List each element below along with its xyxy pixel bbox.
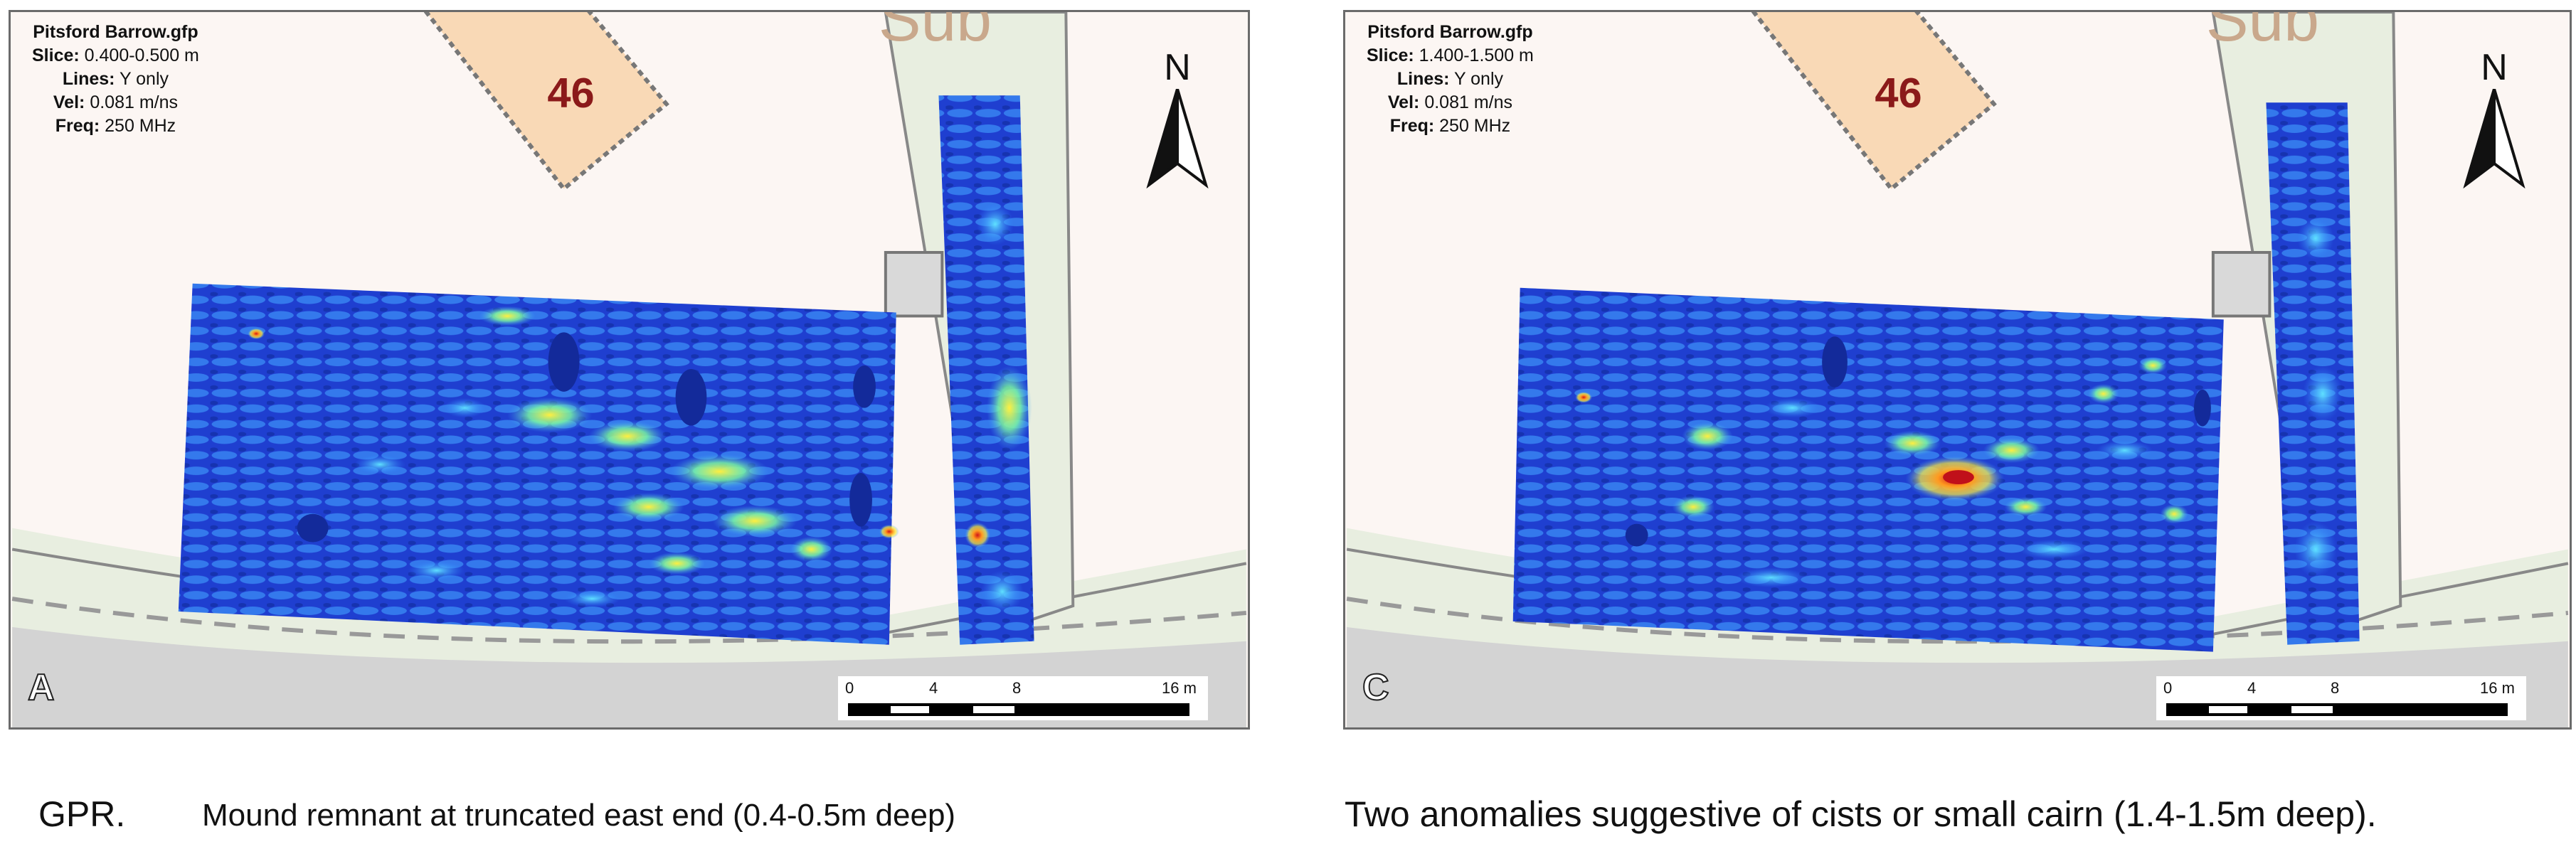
scale-tick-16: 16 m — [1162, 679, 1197, 697]
vel-label: Vel: — [53, 92, 85, 112]
vel-value: 0.081 m/ns — [90, 92, 178, 112]
north-label: N — [1164, 47, 1191, 88]
scale-bar: 0 4 8 16 m — [838, 676, 1208, 720]
caption-right: Two anomalies suggestive of cists or sma… — [1345, 794, 2377, 834]
basemap: 46 Sub — [1346, 12, 2569, 727]
slice-value: 0.400-0.500 m — [84, 46, 199, 65]
file-name: Pitsford Barrow.gfp — [1367, 22, 1533, 42]
gpr-survey-strip — [938, 95, 1034, 645]
building-block — [884, 250, 944, 318]
freq-value: 250 MHz — [1439, 116, 1511, 136]
lines-value: Y only — [1453, 69, 1504, 89]
building-block — [2211, 250, 2272, 318]
survey-info: Pitsford Barrow.gfp Slice: 0.400-0.500 m… — [32, 21, 199, 138]
scale-tick-4: 4 — [2247, 679, 2257, 697]
north-arrow-icon — [2463, 88, 2525, 189]
plot-label: 46 — [1875, 69, 1922, 117]
plot-parcel — [423, 12, 669, 192]
north-arrow: N — [1145, 46, 1209, 192]
gpr-map-panel-c: 46 Sub — [1343, 10, 2572, 730]
scale-tick-0: 0 — [2163, 679, 2173, 697]
gpr-survey-main — [178, 283, 899, 645]
plot-parcel — [1751, 12, 1997, 192]
plot-label: 46 — [547, 69, 594, 117]
vel-label: Vel: — [1387, 92, 1420, 112]
road-label: Sub — [2206, 12, 2319, 54]
freq-label: Freq: — [1389, 116, 1435, 136]
panel-letter: A — [27, 666, 55, 709]
panel-letter: C — [1362, 666, 1390, 709]
scale-tick-8: 8 — [2331, 679, 2340, 697]
vel-value: 0.081 m/ns — [1424, 92, 1512, 112]
north-arrow-icon — [1146, 88, 1209, 189]
road-dashed-line — [1346, 597, 2569, 644]
scale-bar: 0 4 8 16 m — [2156, 676, 2526, 720]
freq-value: 250 MHz — [105, 116, 176, 136]
survey-info: Pitsford Barrow.gfp Slice: 1.400-1.500 m… — [1367, 21, 1534, 138]
caption-prefix: GPR. — [38, 794, 126, 834]
freq-label: Freq: — [55, 116, 100, 136]
north-label: N — [2481, 47, 2508, 88]
lines-label: Lines: — [62, 69, 115, 89]
scale-tick-0: 0 — [845, 679, 854, 697]
scale-tick-4: 4 — [929, 679, 938, 697]
north-arrow: N — [2462, 46, 2526, 192]
scale-segments — [2166, 703, 2508, 716]
scale-segments — [848, 703, 1189, 716]
scale-tick-16: 16 m — [2480, 679, 2515, 697]
caption-left: Mound remnant at truncated east end (0.4… — [202, 798, 956, 833]
road-label: Sub — [879, 12, 992, 54]
gpr-survey-strip — [2266, 102, 2360, 645]
scale-tick-8: 8 — [1012, 679, 1022, 697]
slice-label: Slice: — [1367, 46, 1414, 65]
file-name: Pitsford Barrow.gfp — [33, 22, 198, 42]
gpr-survey-main — [1512, 287, 2224, 652]
gpr-map-panel-a: 46 Sub — [9, 10, 1250, 730]
slice-value: 1.400-1.500 m — [1419, 46, 1534, 65]
lines-value: Y only — [119, 69, 169, 89]
lines-label: Lines: — [1396, 69, 1450, 89]
slice-label: Slice: — [32, 46, 80, 65]
